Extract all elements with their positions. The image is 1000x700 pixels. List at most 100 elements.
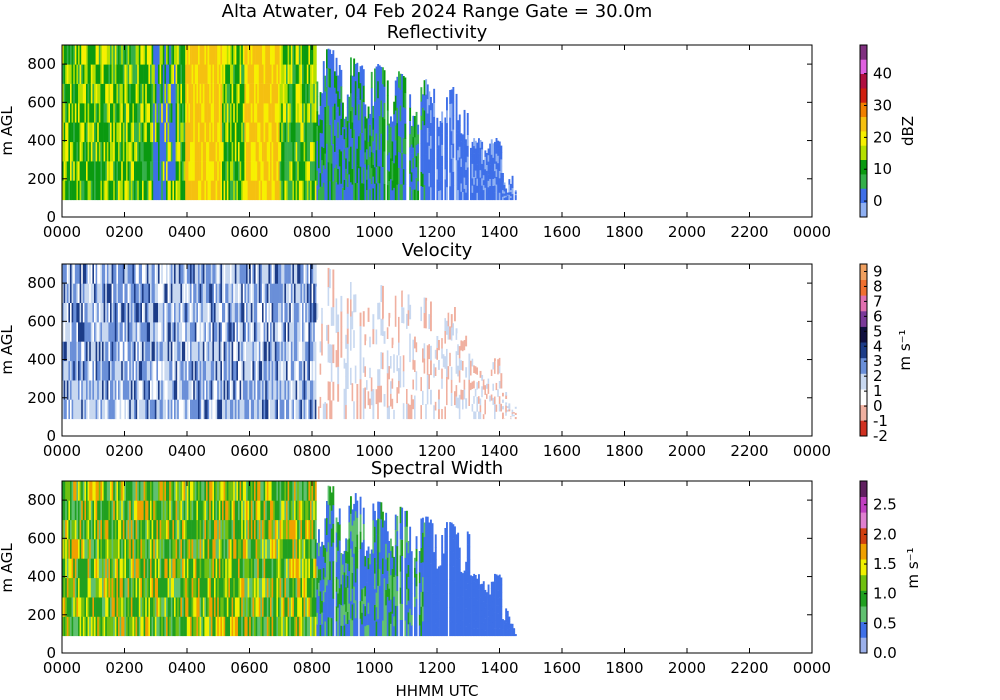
colorbar-segment <box>860 389 867 406</box>
heatmap-cell <box>183 141 186 162</box>
heatmap-cell <box>100 283 103 303</box>
heatmap-cell <box>100 539 103 559</box>
heatmap-cell <box>463 166 466 178</box>
heatmap-cell <box>63 283 66 303</box>
heatmap-cell <box>196 161 199 181</box>
heatmap-cell <box>372 388 375 405</box>
heatmap-cell <box>151 64 154 84</box>
heatmap-cell <box>188 264 191 284</box>
heatmap-cell <box>62 103 64 123</box>
heatmap-cell <box>174 64 176 84</box>
heatmap-cell <box>468 314 471 328</box>
heatmap-cell <box>322 147 325 166</box>
heatmap-cell <box>135 141 138 162</box>
heatmap-cell <box>98 103 101 123</box>
heatmap-cell <box>390 330 392 344</box>
heatmap-cell <box>358 151 360 169</box>
heatmap-cell <box>300 283 303 303</box>
heatmap-cell <box>452 382 455 396</box>
heatmap-cell <box>359 312 362 327</box>
heatmap-cell <box>130 64 133 84</box>
heatmap-cell <box>409 173 412 187</box>
heatmap-cell <box>476 178 479 186</box>
heatmap-cell <box>199 83 202 104</box>
heatmap-cell <box>383 151 386 168</box>
heatmap-cell <box>186 399 189 420</box>
heatmap-cell <box>97 380 100 400</box>
heatmap-cell <box>388 352 391 367</box>
heatmap-cell <box>89 558 92 579</box>
heatmap-cell <box>481 407 484 414</box>
heatmap-cell <box>321 173 324 187</box>
heatmap-cell <box>81 322 84 342</box>
heatmap-cell <box>242 283 245 303</box>
heatmap-cell <box>207 341 210 362</box>
heatmap-cell <box>127 539 130 559</box>
heatmap-cell <box>286 341 288 362</box>
heatmap-cell <box>457 150 460 161</box>
heatmap-cell <box>380 100 383 118</box>
heatmap-cell <box>450 172 453 187</box>
heatmap-cell <box>143 264 146 284</box>
heatmap-cell <box>206 64 208 84</box>
heatmap-cell <box>476 411 479 420</box>
heatmap-cell <box>76 519 79 540</box>
heatmap-cell <box>172 180 175 201</box>
heatmap-cell <box>111 141 114 162</box>
heatmap-cell <box>249 399 252 420</box>
heatmap-cell <box>505 402 508 406</box>
heatmap-cell <box>329 162 332 182</box>
heatmap-cell <box>433 377 436 392</box>
heatmap-cell <box>326 105 328 125</box>
heatmap-cell <box>300 360 303 381</box>
heatmap-cell <box>121 302 124 323</box>
heatmap-cell <box>359 99 362 117</box>
heatmap-cell <box>228 180 231 201</box>
heatmap-cell <box>71 341 74 362</box>
heatmap-cell <box>191 180 194 201</box>
heatmap-cell <box>161 180 164 201</box>
heatmap-cell <box>470 389 472 398</box>
heatmap-cell <box>110 141 112 162</box>
heatmap-cell <box>113 399 116 420</box>
heatmap-cell <box>479 377 482 385</box>
heatmap-cell <box>319 159 322 174</box>
heatmap-cell <box>422 186 424 201</box>
heatmap-cell <box>351 153 354 169</box>
heatmap-cell <box>84 597 87 617</box>
heatmap-cell <box>423 155 426 171</box>
heatmap-cell <box>506 417 509 420</box>
heatmap-cell <box>415 166 418 179</box>
heatmap-cell <box>126 341 128 362</box>
heatmap-cell <box>201 399 204 420</box>
heatmap-cell <box>174 322 176 342</box>
heatmap-cell <box>494 396 496 404</box>
heatmap-cell <box>284 283 287 303</box>
heatmap-cell <box>258 64 261 84</box>
heatmap-cell <box>71 597 74 617</box>
heatmap-cell <box>238 360 240 381</box>
heatmap-cell <box>364 355 367 367</box>
heatmap-cell <box>466 145 469 157</box>
heatmap-cell <box>130 180 133 201</box>
heatmap-cell <box>127 322 130 342</box>
heatmap-cell <box>79 341 82 362</box>
heatmap-cell <box>231 180 234 201</box>
heatmap-cell <box>502 405 504 410</box>
heatmap-cell <box>169 122 172 143</box>
heatmap-cell <box>233 180 236 201</box>
heatmap-cell <box>177 122 180 143</box>
heatmap-cell <box>495 360 498 369</box>
heatmap-cell <box>238 103 240 123</box>
heatmap-cell <box>108 141 111 162</box>
heatmap-cell <box>210 302 213 323</box>
heatmap-cell <box>425 358 428 374</box>
heatmap-cell <box>295 264 298 284</box>
heatmap-cell <box>78 302 80 323</box>
heatmap-cell <box>268 45 271 65</box>
heatmap-cell <box>183 360 186 381</box>
heatmap-cell <box>295 360 298 381</box>
heatmap-cell <box>89 500 92 521</box>
heatmap-cell <box>167 45 170 65</box>
heatmap-cell <box>162 161 165 181</box>
